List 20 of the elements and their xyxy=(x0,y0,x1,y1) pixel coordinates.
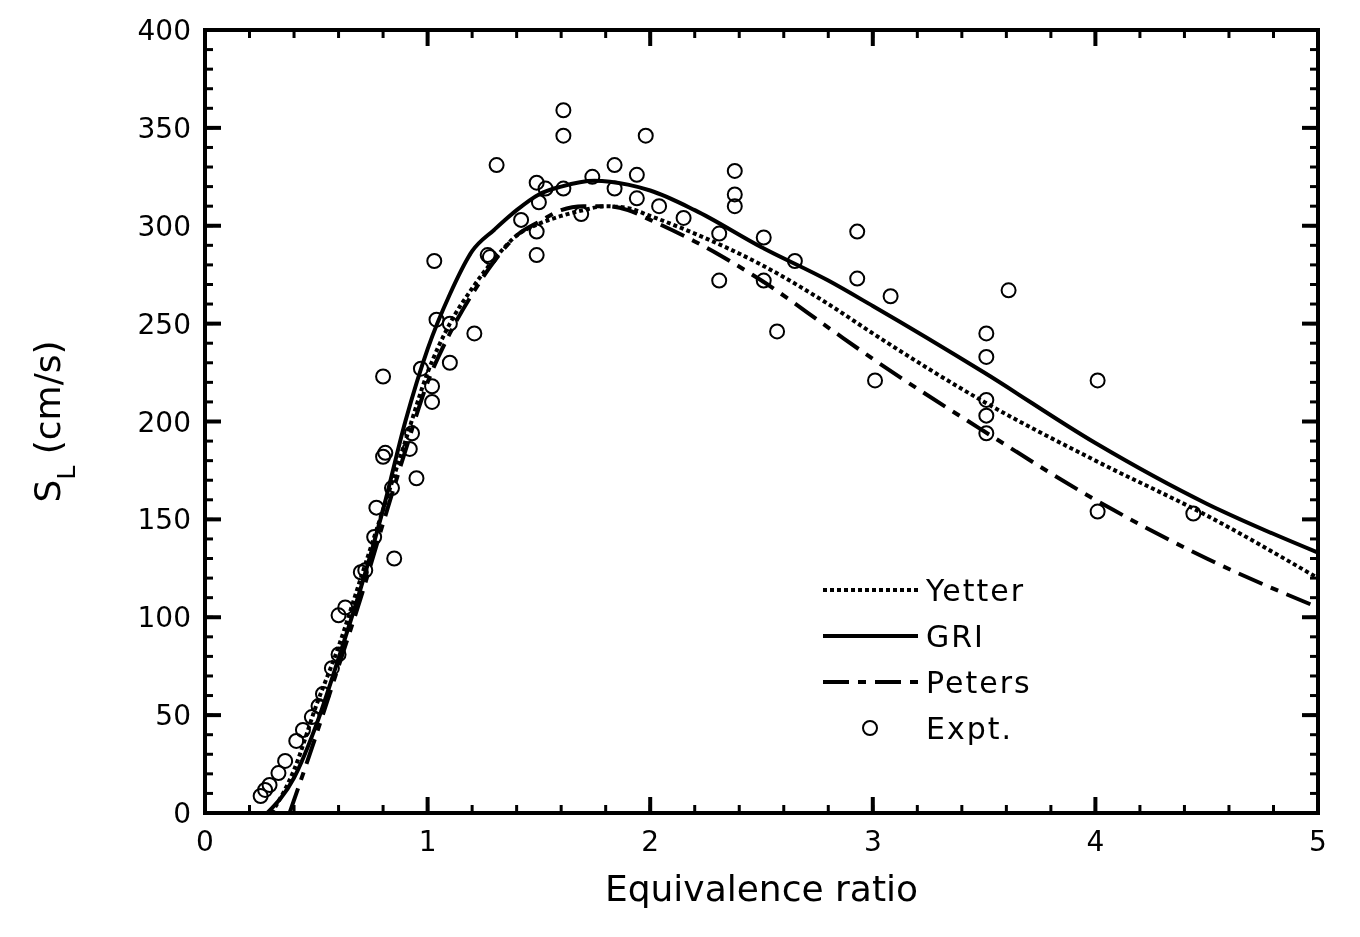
y-tick-label: 200 xyxy=(137,405,191,439)
y-tick-label: 400 xyxy=(137,14,191,47)
x-tick-label: 1 xyxy=(418,825,437,858)
legend-label: Peters xyxy=(926,665,1032,700)
y-tick-label: 50 xyxy=(155,699,191,733)
x-tick-label: 5 xyxy=(1309,825,1327,858)
legend-label: GRI xyxy=(926,619,985,654)
x-tick-label: 3 xyxy=(863,825,882,858)
x-axis-title: Equivalence ratio xyxy=(604,868,919,909)
y-tick-label: 350 xyxy=(137,111,191,145)
y-tick-label: 150 xyxy=(137,503,191,537)
x-tick-label: 4 xyxy=(1086,825,1105,858)
y-tick-label: 300 xyxy=(137,209,191,243)
y-tick-label: 250 xyxy=(137,307,191,341)
y-tick-label: 0 xyxy=(173,797,191,830)
y-tick-label: 100 xyxy=(137,601,191,635)
x-tick-label: 2 xyxy=(641,825,660,858)
x-tick-label: 0 xyxy=(196,825,214,858)
legend-label: Yetter xyxy=(925,573,1026,608)
legend-label: Expt. xyxy=(926,711,1014,746)
